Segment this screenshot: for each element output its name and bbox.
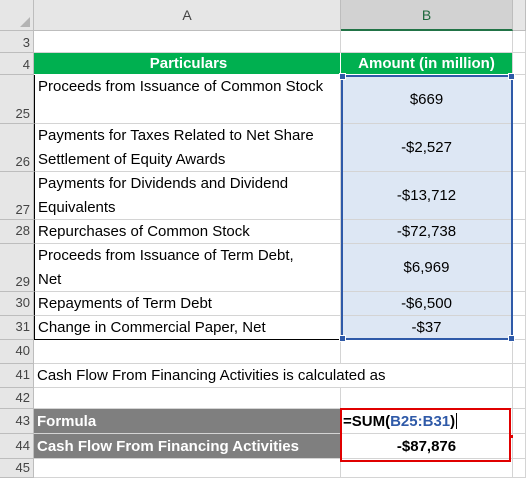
row-header[interactable]: 29	[0, 244, 34, 292]
cell-c44[interactable]	[513, 434, 526, 459]
cell-c27[interactable]	[513, 172, 526, 220]
cell-b40[interactable]	[341, 340, 513, 364]
row-header[interactable]: 31	[0, 316, 34, 340]
cell-a27[interactable]: Payments for Dividends and Dividend Equi…	[34, 172, 341, 220]
cell-c30[interactable]	[513, 292, 526, 316]
cell-b27[interactable]: -$13,712	[341, 172, 513, 220]
cell-b45[interactable]	[341, 459, 513, 478]
row-header[interactable]: 42	[0, 388, 34, 409]
cell-b25[interactable]: $669	[341, 75, 513, 124]
result-label[interactable]: Cash Flow From Financing Activities	[34, 434, 341, 459]
row-29: 29 Proceeds from Issuance of Term Debt, …	[0, 244, 526, 292]
cell-b26[interactable]: -$2,527	[341, 124, 513, 172]
row-header[interactable]: 28	[0, 220, 34, 244]
cell-b3[interactable]	[341, 31, 513, 53]
cell-c43[interactable]	[513, 409, 526, 434]
formula-suffix: )	[450, 412, 456, 430]
result-value-b44[interactable]: -$87,876	[341, 434, 513, 459]
row-header[interactable]: 4	[0, 53, 34, 75]
formula-prefix: =SUM(	[343, 412, 391, 430]
cell-c42[interactable]	[513, 388, 526, 409]
row-27: 27 Payments for Dividends and Dividend E…	[0, 172, 526, 220]
text-cursor	[456, 413, 458, 429]
formula-cell-b43[interactable]: =SUM(B25:B31)	[341, 409, 513, 434]
row-header[interactable]: 3	[0, 31, 34, 53]
cell-a29[interactable]: Proceeds from Issuance of Term Debt, Net	[34, 244, 341, 292]
row-28: 28 Repurchases of Common Stock -$72,738	[0, 220, 526, 244]
cell-a40[interactable]	[34, 340, 341, 364]
cell-b28[interactable]: -$72,738	[341, 220, 513, 244]
row-header[interactable]: 45	[0, 459, 34, 478]
row-44: 44 Cash Flow From Financing Activities -…	[0, 434, 526, 459]
cell-a31[interactable]: Change in Commercial Paper, Net	[34, 316, 341, 340]
cell-c41[interactable]	[513, 364, 526, 388]
cell-a26[interactable]: Payments for Taxes Related to Net Share …	[34, 124, 341, 172]
column-header-a[interactable]: A	[34, 0, 341, 31]
cell-c28[interactable]	[513, 220, 526, 244]
cell-a3[interactable]	[34, 31, 341, 53]
cell-c3[interactable]	[513, 31, 526, 53]
row-43: 43 Formula =SUM(B25:B31)	[0, 409, 526, 434]
formula-range-ref: B25:B31	[390, 412, 451, 430]
table-header-amount[interactable]: Amount (in million)	[341, 53, 513, 75]
row-header[interactable]: 44	[0, 434, 34, 459]
column-header-b[interactable]: B	[341, 0, 513, 31]
row-3: 3	[0, 31, 526, 53]
row-header[interactable]: 26	[0, 124, 34, 172]
cell-b42[interactable]	[341, 388, 513, 409]
cell-c25[interactable]	[513, 75, 526, 124]
row-header[interactable]: 27	[0, 172, 34, 220]
row-26: 26 Payments for Taxes Related to Net Sha…	[0, 124, 526, 172]
cell-a28[interactable]: Repurchases of Common Stock	[34, 220, 341, 244]
row-45: 45	[0, 459, 526, 478]
cell-c4[interactable]	[513, 53, 526, 75]
cell-c29[interactable]	[513, 244, 526, 292]
row-30: 30 Repayments of Term Debt -$6,500	[0, 292, 526, 316]
cell-a42[interactable]	[34, 388, 341, 409]
formula-label[interactable]: Formula	[34, 409, 341, 434]
cell-c40[interactable]	[513, 340, 526, 364]
cell-a45[interactable]	[34, 459, 341, 478]
row-header[interactable]: 41	[0, 364, 34, 388]
row-header[interactable]: 40	[0, 340, 34, 364]
select-all-corner[interactable]	[0, 0, 34, 31]
row-40: 40	[0, 340, 526, 364]
cell-c31[interactable]	[513, 316, 526, 340]
cell-a41[interactable]: Cash Flow From Financing Activities is c…	[34, 364, 385, 388]
cell-c26[interactable]	[513, 124, 526, 172]
row-31: 31 Change in Commercial Paper, Net -$37	[0, 316, 526, 340]
select-all-triangle-icon	[20, 17, 30, 27]
row-header[interactable]: 30	[0, 292, 34, 316]
cell-b29[interactable]: $6,969	[341, 244, 513, 292]
cell-b30[interactable]: -$6,500	[341, 292, 513, 316]
cell-a25[interactable]: Proceeds from Issuance of Common Stock	[34, 75, 341, 124]
column-header-c[interactable]	[513, 0, 526, 31]
row-41: 41 Cash Flow From Financing Activities i…	[0, 364, 526, 388]
cell-b31[interactable]: -$37	[341, 316, 513, 340]
cell-a30[interactable]: Repayments of Term Debt	[34, 292, 341, 316]
cell-b41[interactable]	[341, 364, 513, 388]
row-42: 42	[0, 388, 526, 409]
row-4: 4 Particulars Amount (in million)	[0, 53, 526, 75]
column-header-row: A B	[0, 0, 526, 31]
table-header-particulars[interactable]: Particulars	[34, 53, 341, 75]
row-25: 25 Proceeds from Issuance of Common Stoc…	[0, 75, 526, 124]
cell-c45[interactable]	[513, 459, 526, 478]
row-header[interactable]: 43	[0, 409, 34, 434]
row-header[interactable]: 25	[0, 75, 34, 124]
